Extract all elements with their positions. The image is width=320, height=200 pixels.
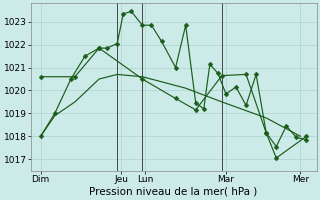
X-axis label: Pression niveau de la mer( hPa ): Pression niveau de la mer( hPa ) bbox=[90, 187, 258, 197]
